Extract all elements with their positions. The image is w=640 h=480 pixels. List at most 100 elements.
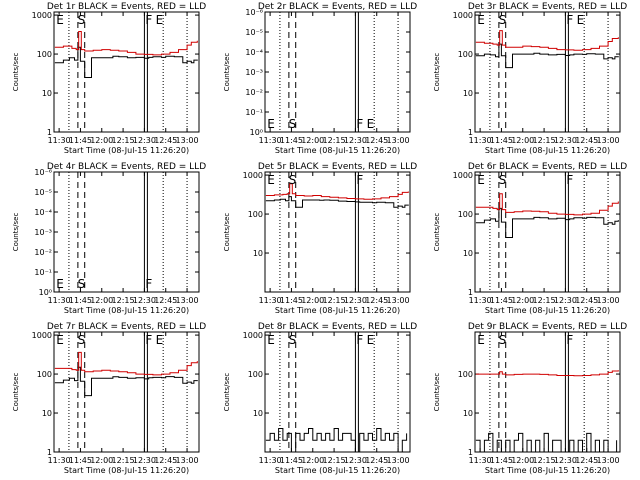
y-tick-label: 1 (47, 128, 52, 137)
series-lld (475, 193, 619, 216)
y-tick-label: 10⁻⁶ (34, 168, 52, 177)
event-marker-e: E (56, 277, 64, 291)
event-marker-s: S (78, 277, 86, 291)
y-axis-label: Counts/sec (12, 373, 20, 412)
plot-title: Det 3r BLACK = Events, RED = LLD (468, 2, 627, 12)
series-events (54, 46, 198, 78)
y-tick-label: 1000 (453, 11, 473, 20)
y-tick-label: 100 (248, 370, 263, 379)
event-marker-e: E (56, 333, 64, 347)
plot-frame (474, 171, 621, 293)
x-axis-label: Start Time (08-Jul-15 11:26:20) (485, 146, 610, 155)
event-marker-f: F (566, 333, 573, 347)
y-tick-label: 1 (468, 288, 473, 297)
y-tick-label: 1 (47, 448, 52, 457)
x-tick-label: 12:15 (533, 456, 556, 465)
plot-title: Det 7r BLACK = Events, RED = LLD (47, 322, 206, 332)
x-axis-label: Start Time (08-Jul-15 11:26:20) (275, 146, 400, 155)
y-tick-label: 10 (42, 409, 52, 418)
x-tick-label: 12:15 (323, 456, 346, 465)
x-tick-label: 13:00 (597, 296, 620, 305)
x-tick-label: 12:30 (344, 296, 367, 305)
x-tick-label: 12:30 (554, 456, 577, 465)
x-tick-label: 11:45 (69, 296, 92, 305)
panel-det-9: Det 9r BLACK = Events, RED = LLD Counts/s… (433, 322, 627, 475)
event-marker-s: S (289, 173, 297, 187)
x-tick-label: 12:15 (112, 456, 135, 465)
plot-frame (53, 331, 200, 453)
x-tick-label: 12:30 (554, 296, 577, 305)
x-tick-label: 11:45 (280, 296, 303, 305)
y-tick-label: 1000 (243, 171, 263, 180)
event-marker-s: S (289, 333, 297, 347)
event-marker-s: S (78, 333, 86, 347)
y-tick-label: 10 (463, 249, 473, 258)
x-tick-label: 13:00 (176, 456, 199, 465)
x-tick-label: 12:00 (511, 456, 534, 465)
event-marker-s: S (499, 13, 507, 27)
x-tick-label: 12:15 (533, 136, 556, 145)
event-marker-f: F (566, 173, 573, 187)
y-axis-label: Counts/sec (223, 373, 231, 412)
plot-title: Det 1r BLACK = Events, RED = LLD (47, 2, 206, 12)
x-tick-label: 11:45 (490, 136, 513, 145)
panel-det-7: Det 7r BLACK = Events, RED = LLD Counts/s… (12, 322, 206, 475)
y-tick-label: 10 (253, 249, 263, 258)
series-events (265, 428, 408, 453)
x-axis-label: Start Time (08-Jul-15 11:26:20) (64, 146, 189, 155)
event-marker-e: E (367, 333, 375, 347)
event-marker-f: F (145, 277, 152, 291)
x-tick-label: 12:45 (575, 456, 598, 465)
x-tick-label: 11:45 (69, 456, 92, 465)
x-tick-label: 12:00 (511, 136, 534, 145)
event-marker-f: F (356, 117, 363, 131)
plot-frame (53, 171, 200, 293)
y-tick-label: 10⁰ (39, 288, 52, 297)
x-tick-label: 11:30 (48, 296, 71, 305)
x-tick-label: 12:15 (112, 296, 135, 305)
x-tick-label: 13:00 (387, 296, 410, 305)
x-tick-label: 12:15 (533, 296, 556, 305)
y-tick-label: 1000 (243, 331, 263, 340)
y-tick-label: 1 (468, 128, 473, 137)
y-tick-label: 10⁻³ (34, 228, 52, 237)
event-marker-f: F (356, 333, 363, 347)
x-tick-label: 11:30 (469, 296, 492, 305)
y-tick-label: 100 (458, 210, 473, 219)
plot-frame (474, 331, 621, 453)
series-lld (54, 351, 198, 376)
y-axis-label: Counts/sec (433, 373, 441, 412)
panel-det-1: Det 1r BLACK = Events, RED = LLD Counts/s… (12, 2, 206, 155)
x-tick-label: 12:30 (554, 136, 577, 145)
x-tick-label: 12:45 (365, 136, 388, 145)
event-marker-e: E (56, 13, 64, 27)
y-tick-label: 10 (463, 89, 473, 98)
event-marker-s: S (499, 333, 507, 347)
x-tick-label: 11:45 (69, 136, 92, 145)
x-axis-label: Start Time (08-Jul-15 11:26:20) (485, 466, 610, 475)
x-tick-label: 11:30 (469, 136, 492, 145)
x-tick-label: 12:45 (154, 296, 177, 305)
series-events (54, 366, 198, 397)
y-tick-label: 10⁻⁵ (245, 28, 263, 37)
y-tick-label: 10⁻⁶ (245, 8, 263, 17)
y-tick-label: 10 (253, 409, 263, 418)
x-tick-label: 13:00 (387, 456, 410, 465)
y-axis-label: Counts/sec (433, 213, 441, 252)
event-marker-e: E (577, 13, 585, 27)
x-tick-label: 12:45 (154, 136, 177, 145)
y-tick-label: 1000 (453, 171, 473, 180)
x-tick-label: 12:00 (301, 456, 324, 465)
plot-title: Det 6r BLACK = Events, RED = LLD (468, 162, 627, 172)
plot-frame (264, 11, 411, 133)
series-lld (475, 30, 619, 51)
x-tick-label: 11:30 (259, 296, 282, 305)
x-axis-label: Start Time (08-Jul-15 11:26:20) (275, 306, 400, 315)
x-tick-label: 12:30 (133, 296, 156, 305)
event-marker-s: S (78, 13, 86, 27)
x-tick-label: 12:30 (344, 136, 367, 145)
x-axis-label: Start Time (08-Jul-15 11:26:20) (64, 466, 189, 475)
event-marker-e: E (367, 117, 375, 131)
event-marker-e: E (477, 173, 485, 187)
event-marker-e: E (267, 117, 275, 131)
